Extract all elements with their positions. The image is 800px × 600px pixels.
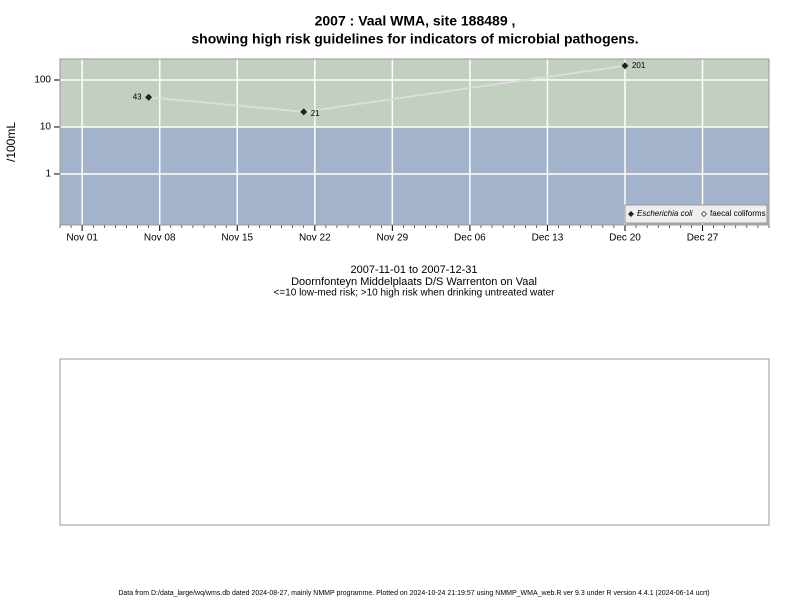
caption: 2007-11-01 to 2007-12-31	[350, 264, 477, 276]
y-tick-label: 100	[34, 75, 51, 86]
x-tick-label: Dec 20	[609, 233, 641, 244]
footer: Data from D:/data_large/wq/wms.db dated …	[118, 590, 709, 597]
y-axis-label: /100mL	[4, 122, 18, 162]
x-tick-label: Dec 13	[532, 233, 564, 244]
x-tick-label: Nov 15	[221, 233, 253, 244]
x-tick-label: Dec 27	[687, 233, 719, 244]
chart-subtitle: showing high risk guidelines for indicat…	[191, 31, 638, 47]
legend-label: faecal coliforms	[710, 209, 766, 218]
caption: <=10 low-med risk; >10 high risk when dr…	[274, 288, 556, 299]
legend: Escherichia coli faecal coliforms	[624, 204, 768, 224]
legend-marker	[628, 211, 634, 217]
point	[145, 93, 153, 101]
point	[621, 62, 629, 70]
y-tick-label: 10	[40, 122, 52, 133]
y-tick-label: 1	[45, 169, 51, 180]
data-label: 43	[133, 92, 142, 101]
legend-label: Escherichia coli	[637, 209, 693, 218]
data-label: 201	[632, 61, 646, 70]
caption: Doornfonteyn Middelplaats D/S Warrenton …	[291, 276, 537, 288]
x-tick-label: Dec 06	[454, 233, 486, 244]
x-tick-label: Nov 01	[66, 233, 98, 244]
legend-box	[624, 204, 768, 224]
x-tick-label: Nov 08	[144, 233, 176, 244]
legend-marker	[701, 211, 707, 217]
point	[300, 108, 308, 116]
plot-frame	[59, 58, 770, 226]
x-tick-label: Nov 29	[377, 233, 409, 244]
x-tick-label: Nov 22	[299, 233, 331, 244]
chart-title: 2007 : Vaal WMA, site 188489 ,	[315, 13, 516, 29]
empty-panel	[59, 358, 770, 526]
high-risk-band	[60, 59, 769, 127]
data-label: 21	[311, 109, 320, 118]
